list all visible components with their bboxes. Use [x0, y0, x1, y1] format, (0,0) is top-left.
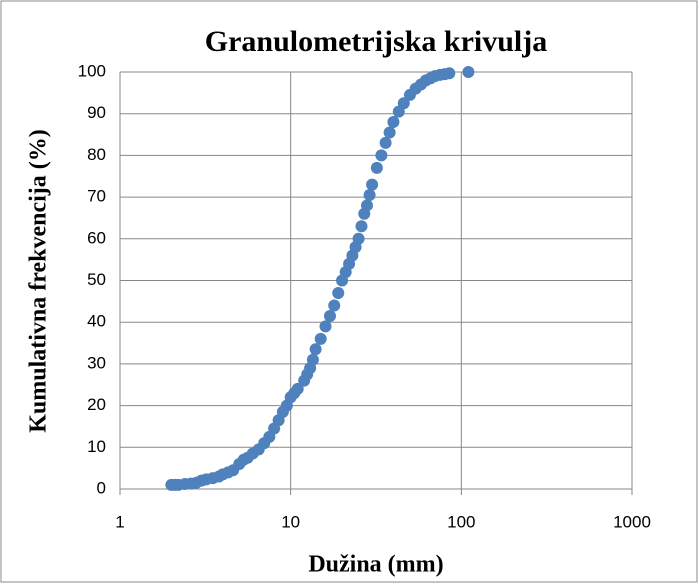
y-tick-label: 80 [87, 145, 106, 164]
x-tick-label: 1000 [613, 512, 651, 531]
point [360, 199, 373, 212]
y-tick-label: 90 [87, 103, 106, 122]
x-tick-label: 1 [115, 512, 124, 531]
y-axis-label: Kumulativna frekvencija (%) [26, 129, 52, 433]
x-tick-label: 100 [447, 512, 475, 531]
point [352, 232, 365, 245]
point [387, 116, 400, 129]
y-tick-label: 100 [78, 61, 106, 80]
point [370, 161, 383, 174]
point [355, 220, 368, 233]
y-tick-label: 60 [87, 228, 106, 247]
y-tick-label: 30 [87, 353, 106, 372]
point [323, 309, 336, 322]
y-tick-label: 10 [87, 437, 106, 456]
y-tick-label: 50 [87, 270, 106, 289]
y-tick-label: 20 [87, 395, 106, 414]
y-tick-label: 70 [87, 187, 106, 206]
point [309, 343, 322, 356]
chart-title: Granulometrijska krivulja [205, 25, 548, 58]
point [383, 126, 396, 139]
point [332, 287, 345, 300]
y-tick-label: 40 [87, 312, 106, 331]
point [291, 382, 304, 395]
point [462, 66, 475, 78]
x-axis-label: Dužina (mm) [308, 552, 443, 578]
point [306, 353, 319, 366]
x-tick-label: 10 [281, 512, 300, 531]
point [375, 149, 388, 162]
point [443, 67, 456, 80]
point [366, 178, 379, 191]
point [314, 332, 327, 345]
point [319, 320, 332, 333]
point [328, 299, 341, 312]
point [363, 189, 376, 202]
point [379, 136, 392, 149]
y-tick-label: 0 [97, 478, 106, 497]
point [397, 97, 410, 110]
